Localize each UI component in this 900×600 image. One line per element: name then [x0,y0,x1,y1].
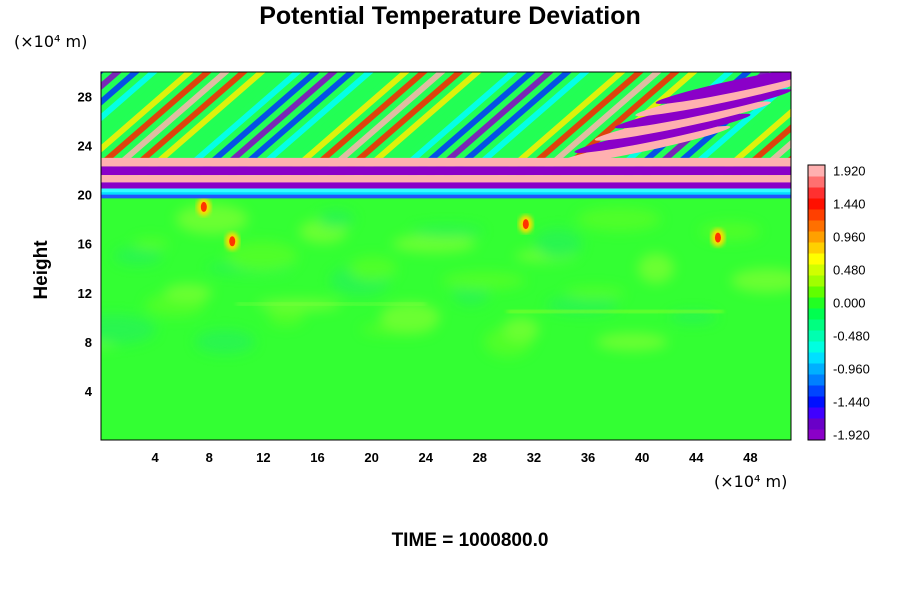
y-tick-label: 28 [78,90,92,105]
y-tick-label: 12 [78,286,92,301]
x-tick-label: 36 [581,450,595,465]
y-tick-label: 8 [85,335,92,350]
colorbar-tick-label: -0.480 [833,329,870,344]
x-tick-label: 16 [310,450,324,465]
colorbar-tick-label: 0.000 [833,296,866,311]
y-tick-label: 20 [78,188,92,203]
x-tick-label: 28 [473,450,487,465]
colorbar-tick-label: 1.440 [833,197,866,212]
colorbar: 1.920 1.440 0.960 0.480 0.000 -0.480 -0.960 -1.… [807,164,870,443]
x-tick-label: 48 [743,450,757,465]
x-tick-label: 8 [206,450,213,465]
x-tick-label: 32 [527,450,541,465]
time-caption: TIME = 1000800.0 [391,530,549,551]
x-tick-label: 40 [635,450,649,465]
colorbar-tick-label: 0.960 [833,230,866,245]
colorbar-tick-label: -1.920 [833,428,870,443]
colorbar-tick-label: -1.440 [833,395,870,410]
x-tick-label: 4 [152,450,160,465]
colorbar-tick-label: 1.920 [833,164,866,179]
y-tick-label: 4 [85,384,93,399]
colorbar-tick-label: 0.480 [833,263,866,278]
x-axis-unit: (×10⁴ m) [714,472,788,491]
colorbar-tick-label: -0.960 [833,362,870,377]
chart-title: Potential Temperature Deviation [259,2,641,30]
heatmap-field [101,72,791,440]
x-tick-label: 20 [364,450,378,465]
x-tick-label: 44 [689,450,704,465]
y-axis-unit: (×10⁴ m) [14,32,88,51]
y-tick-label: 16 [78,237,92,252]
x-tick-label: 24 [418,450,433,465]
y-tick-label: 24 [78,139,93,154]
x-tick-label: 12 [256,450,270,465]
plot-frame [100,71,792,441]
